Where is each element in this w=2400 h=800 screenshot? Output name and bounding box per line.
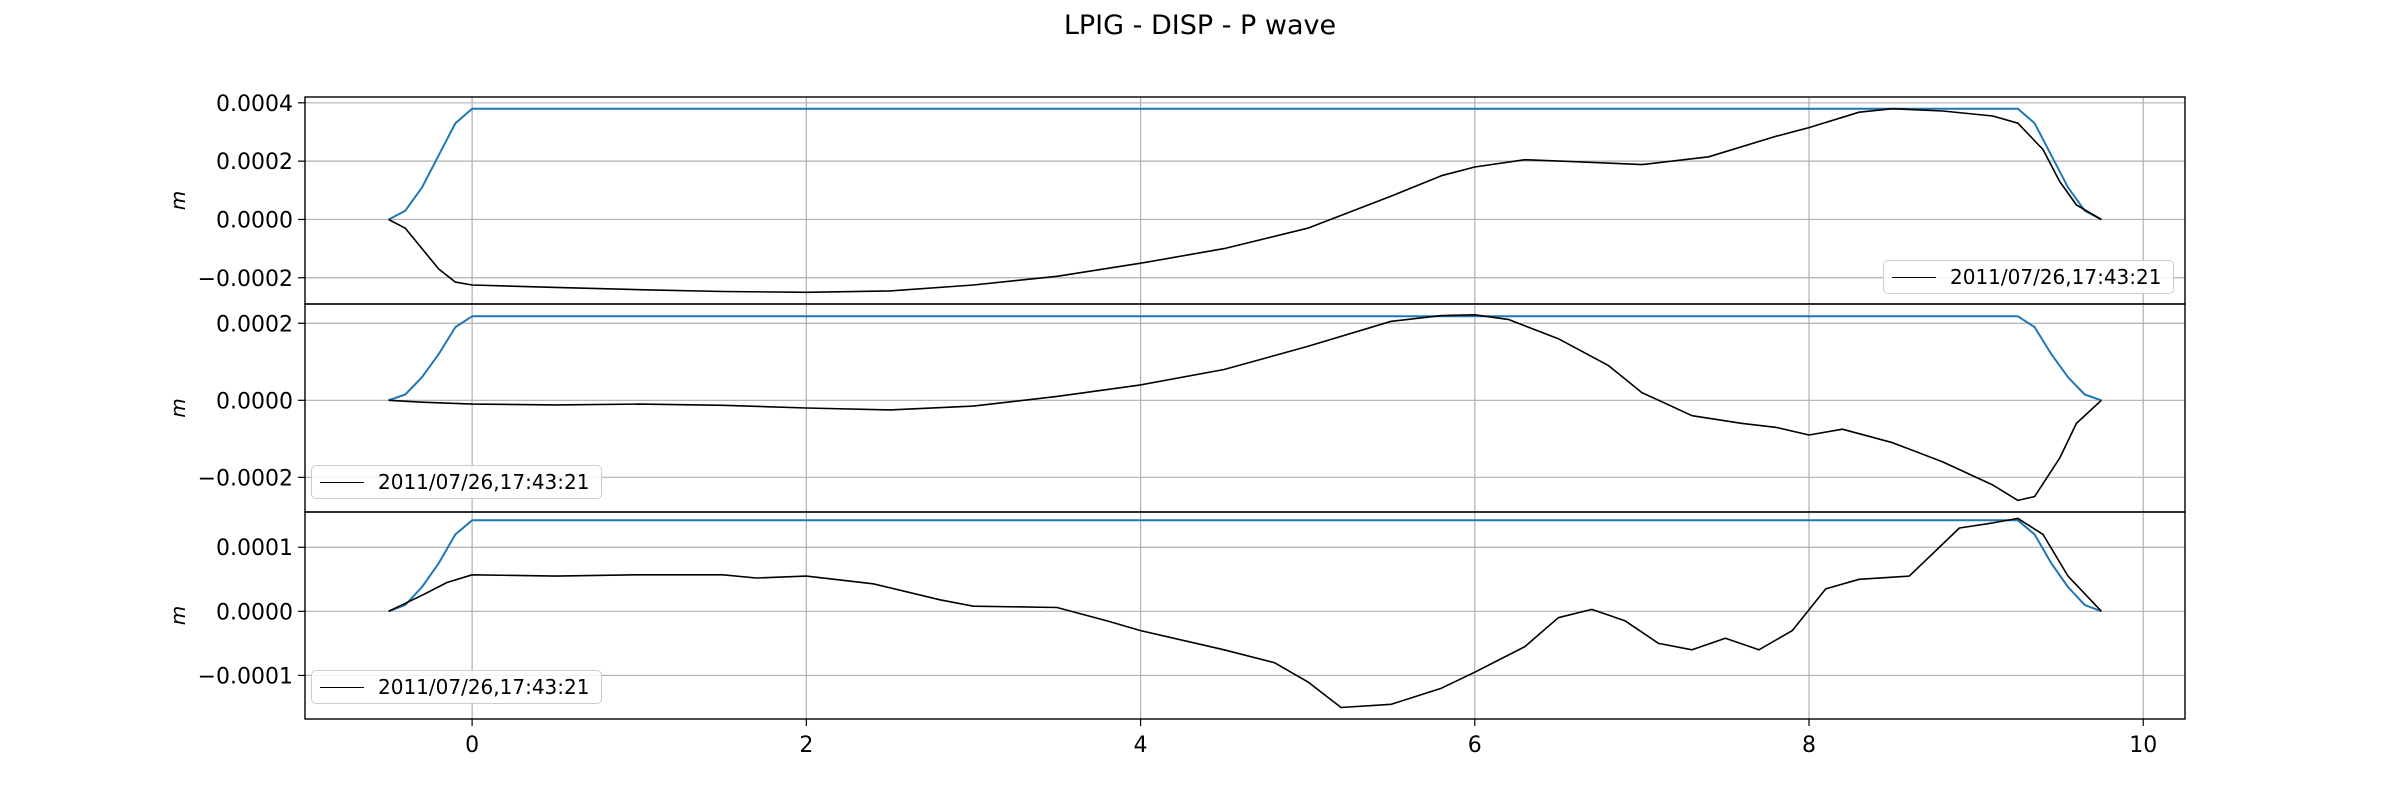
y-tick-label: 0.0000 xyxy=(216,208,293,233)
legend-line-swatch xyxy=(1892,276,1936,278)
y-tick-label: −0.0001 xyxy=(198,664,293,689)
legend-label: 2011/07/26,17:43:21 xyxy=(1950,265,2162,289)
y-axis-label: m xyxy=(166,606,190,625)
y-tick-label: 0.0002 xyxy=(216,150,293,175)
legend-panel-3: 2011/07/26,17:43:21 xyxy=(311,670,603,704)
taper-window-line xyxy=(388,315,2102,402)
y-tick-label: 0.0000 xyxy=(216,389,293,414)
y-axis-label: m xyxy=(166,191,190,210)
figure-title: LPIG - DISP - P wave xyxy=(1063,10,1337,41)
x-tick-label: 0 xyxy=(465,733,479,758)
x-tick-label: 4 xyxy=(1134,733,1148,758)
y-axis-label: m xyxy=(166,398,190,417)
y-tick-label: 0.0004 xyxy=(216,92,293,117)
trace-line xyxy=(388,314,2102,502)
x-tick-label: 2 xyxy=(799,733,813,758)
y-tick-label: 0.0002 xyxy=(216,312,293,337)
taper-window-line xyxy=(388,519,2102,613)
legend-line-swatch xyxy=(320,686,364,688)
axes-frame xyxy=(304,511,2186,720)
y-tick-label: 0.0001 xyxy=(216,536,293,561)
y-tick-label: −0.0002 xyxy=(198,267,293,292)
legend-panel-1: 2011/07/26,17:43:21 xyxy=(1883,260,2175,294)
legend-label: 2011/07/26,17:43:21 xyxy=(378,675,590,699)
x-tick-label: 10 xyxy=(2129,733,2157,758)
y-tick-label: 0.0000 xyxy=(216,600,293,625)
legend-label: 2011/07/26,17:43:21 xyxy=(378,470,590,494)
trace-line xyxy=(388,107,2102,294)
x-tick-label: 8 xyxy=(1802,733,1816,758)
legend-panel-2: 2011/07/26,17:43:21 xyxy=(311,465,603,499)
taper-window-line xyxy=(388,107,2102,221)
y-tick-label: −0.0002 xyxy=(198,466,293,491)
x-tick-label: 6 xyxy=(1468,733,1482,758)
legend-line-swatch xyxy=(320,481,364,483)
trace-line xyxy=(388,517,2102,709)
